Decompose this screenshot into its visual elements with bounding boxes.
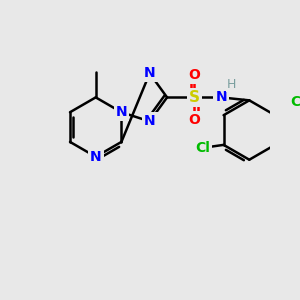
Text: H: H: [227, 77, 236, 91]
Text: N: N: [116, 105, 127, 119]
Text: Cl: Cl: [290, 95, 300, 109]
Text: O: O: [188, 112, 200, 127]
Text: N: N: [90, 150, 101, 164]
Text: N: N: [215, 90, 227, 104]
Text: S: S: [189, 90, 200, 105]
Text: O: O: [188, 68, 200, 82]
Text: Cl: Cl: [195, 141, 210, 155]
Text: N: N: [144, 114, 155, 128]
Text: N: N: [144, 66, 155, 80]
